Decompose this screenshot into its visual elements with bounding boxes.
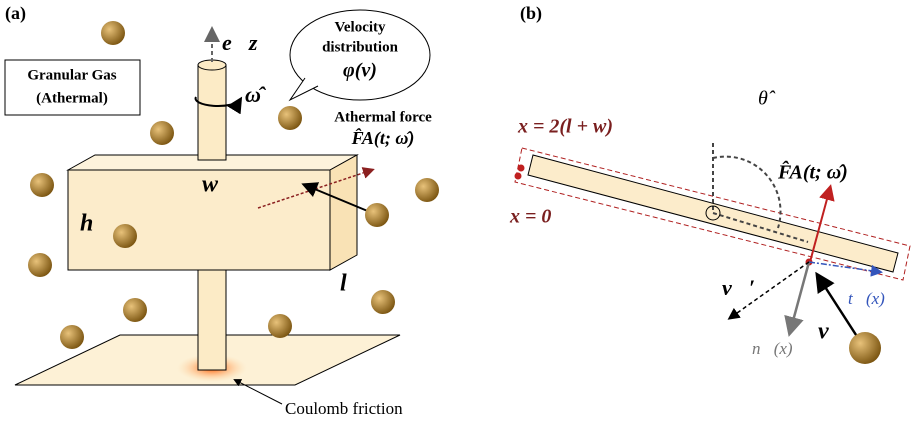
box-front xyxy=(68,170,330,270)
x-end-label: x = 2(l + w) xyxy=(517,116,613,138)
tangent-label: t⃗(x) xyxy=(848,289,885,308)
angle-label: θ̂ xyxy=(758,88,776,110)
friction-label: Coulomb friction xyxy=(285,399,403,418)
end-point xyxy=(518,165,525,172)
panel-a: (a) Granular Gas (Athermal) Coulomb fric… xyxy=(5,3,439,418)
rod-top xyxy=(198,65,226,160)
axis-label: e⃗z xyxy=(222,30,258,55)
panel-label: (a) xyxy=(5,3,26,24)
bubble-text: φ(v) xyxy=(343,60,377,82)
v-label: v⃗ xyxy=(818,319,847,345)
force-symbol: F̂A(t; ω̂) xyxy=(777,159,848,183)
v-prime-label: v⃗′ xyxy=(722,275,755,300)
diagram: (a) Granular Gas (Athermal) Coulomb fric… xyxy=(0,0,913,424)
normal-arrow xyxy=(790,262,809,332)
panel-b: (b) θ̂ x = 2(l + w) x = 0 F̂A(t; ω̂) t⃗(… xyxy=(509,3,910,364)
width-label: w xyxy=(202,172,219,198)
start-point xyxy=(515,173,522,180)
bubble-text: distribution xyxy=(322,39,399,55)
bubble-text: Velocity xyxy=(334,19,386,35)
particle xyxy=(849,332,881,364)
panel-label: (b) xyxy=(520,3,542,24)
normal-label: n⃗(x) xyxy=(752,339,793,358)
length-label: l xyxy=(340,271,347,297)
box-side xyxy=(330,155,357,270)
x-start-label: x = 0 xyxy=(509,206,551,228)
rotation-label: ω̂ xyxy=(245,82,267,107)
rod-bottom xyxy=(198,270,226,370)
force-symbol: F̂A(t; ω̂) xyxy=(351,128,415,149)
gas-text: (Athermal) xyxy=(36,90,108,106)
gas-text: Granular Gas xyxy=(27,67,116,83)
height-label: h xyxy=(80,211,93,237)
force-label: Athermal force xyxy=(334,109,432,125)
